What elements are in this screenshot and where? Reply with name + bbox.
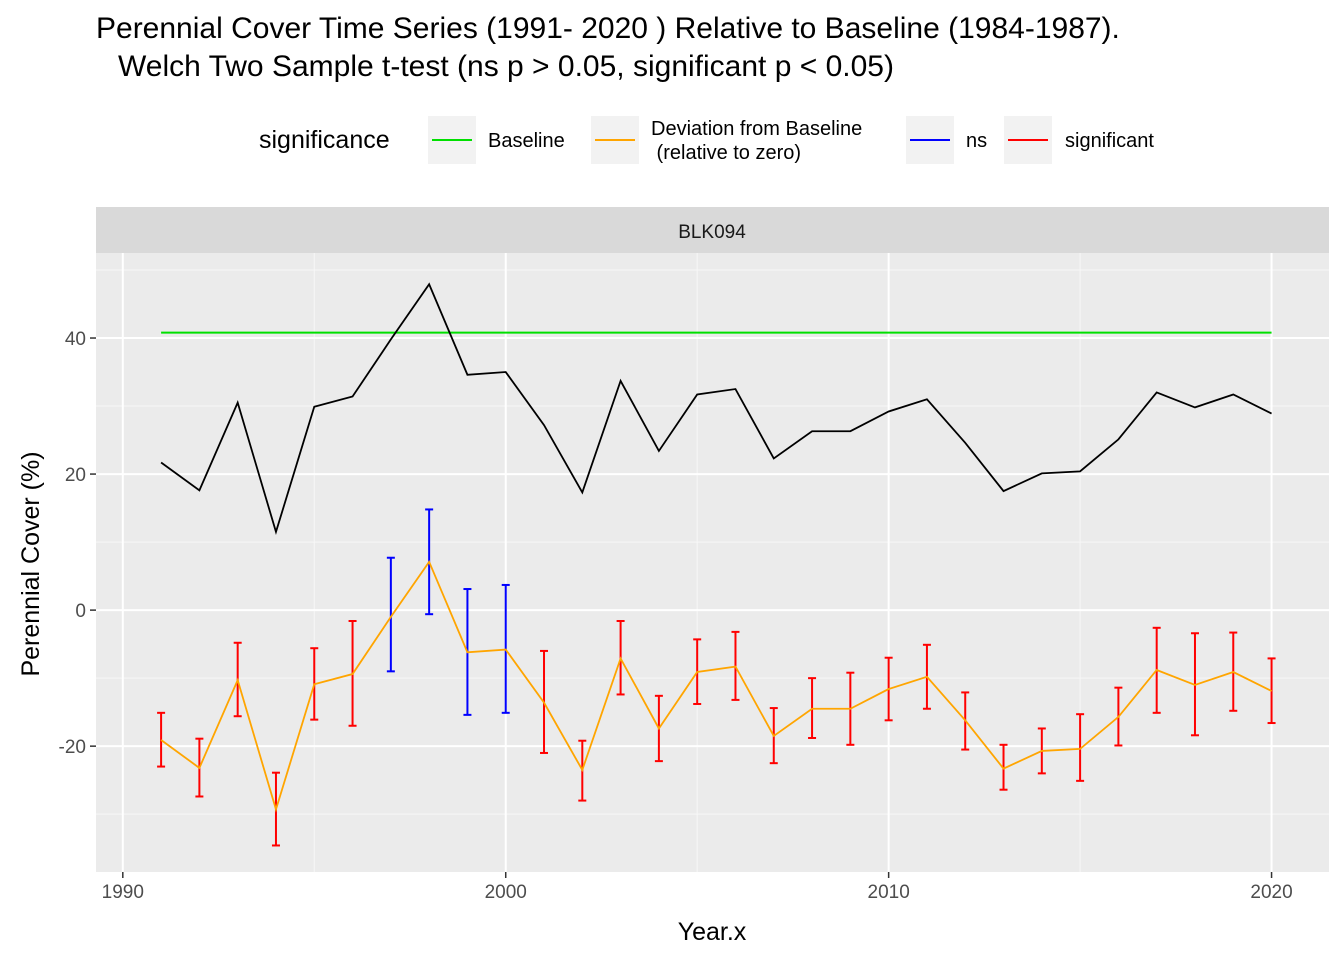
legend-swatch-baseline [432,139,472,141]
x-tick-label: 2010 [868,882,910,903]
x-tick-label: 2020 [1250,882,1292,903]
gridlines [96,253,1329,872]
plot-panel [96,253,1329,872]
legend-key-significant [1004,116,1052,164]
legend-key-deviation [591,116,639,164]
x-axis-label: Year.x [678,918,747,946]
y-tick-label: 40 [65,329,86,350]
y-axis-label: Perennial Cover (%) [17,451,45,676]
x-tick-label: 2000 [485,882,527,903]
error-bar [386,556,395,673]
error-bar [157,711,166,768]
legend-key-ns [906,116,954,164]
error-bar [1076,713,1085,782]
deviation-series-line [160,559,1272,813]
chart-title-line-1: Perennial Cover Time Series (1991- 2020 … [96,12,1120,45]
chart-title-line-2: Welch Two Sample t-test (ns p > 0.05, si… [118,50,894,83]
y-tick-label: -20 [59,737,86,758]
x-tick-label: 1990 [102,882,144,903]
y-tick-label: 20 [65,465,86,486]
legend-swatch-ns [910,139,950,141]
legend-label-significant: significant [1065,130,1154,152]
chart-marks [157,282,1276,847]
legend-label-deviation: Deviation from Baseline (relative to zer… [651,118,863,164]
legend-label-ns: ns [966,130,988,152]
y-tick-label: 0 [75,601,86,622]
legend-swatch-significant [1008,139,1048,141]
axes: 1990 2000 2010 2020 -20 0 20 40 [59,329,1293,903]
cover-series-line [160,282,1272,536]
facet-strip [96,207,1329,253]
legend-key-baseline [428,116,476,164]
legend-label-baseline: Baseline [488,130,565,152]
legend-title: significance [259,126,390,154]
legend-swatch-deviation [595,139,635,141]
facet-label: BLK094 [678,222,746,243]
